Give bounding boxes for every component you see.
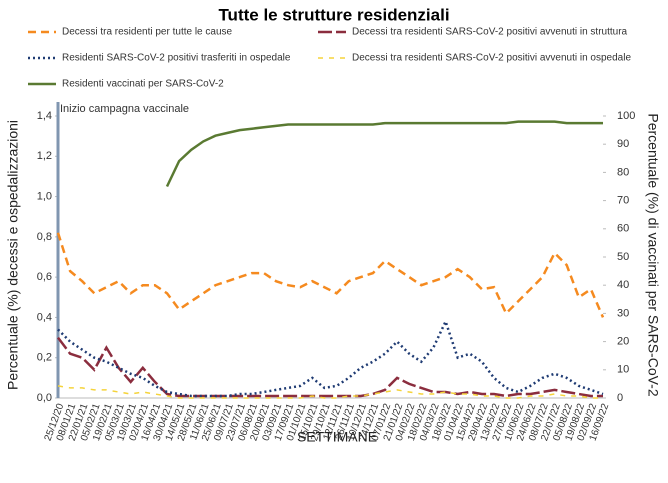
y-tick-label: 1,4 [37,110,52,122]
y-tick-label: 0,8 [37,231,52,243]
legend-label: Residenti SARS-CoV-2 positivi trasferiti… [62,53,291,64]
chart-title: Tutte le strutture residenziali [218,5,449,24]
x-axis-title: SETTIMANE [297,429,377,445]
y-tick-label: 1,0 [37,190,52,202]
y2-tick-label: 80 [617,166,629,178]
series-line [57,336,603,398]
y2-tick-label: 60 [617,223,629,235]
y2-tick-label: 0 [617,392,623,404]
y2-tick-label: 20 [617,336,629,348]
annotation: Inizio campagna vaccinale [60,103,189,115]
y-tick-label: 0,4 [37,311,52,323]
series-line [165,120,603,188]
y-axis-title: Percentuale (%) decessi e ospedalizzazio… [5,120,21,390]
y-tick-label: 0,0 [37,392,52,404]
series-line [57,318,604,398]
y-tick-label: 0,2 [37,352,52,364]
y2-tick-label: 100 [617,110,635,122]
y2-tick-label: 50 [617,251,629,263]
y2-axis-title: Percentuale (%) di vaccinati per SARS-Co… [645,113,661,396]
legend-label: Decessi tra residenti SARS-CoV-2 positiv… [352,27,628,38]
y2-tick-label: 30 [617,307,629,319]
legend-label: Decessi tra residenti per tutte le cause [62,27,233,38]
series-line [57,385,603,399]
y-tick-label: 1,2 [37,150,52,162]
y2-tick-label: 90 [617,138,629,150]
y2-tick-label: 70 [617,195,629,207]
legend-label: Decessi tra residenti SARS-CoV-2 positiv… [352,53,631,64]
y-tick-label: 0,6 [37,271,52,283]
legend-label: Residenti vaccinati per SARS-CoV-2 [62,79,224,90]
y2-tick-label: 40 [617,279,629,291]
series-line [56,232,605,318]
y2-tick-label: 10 [617,364,629,376]
